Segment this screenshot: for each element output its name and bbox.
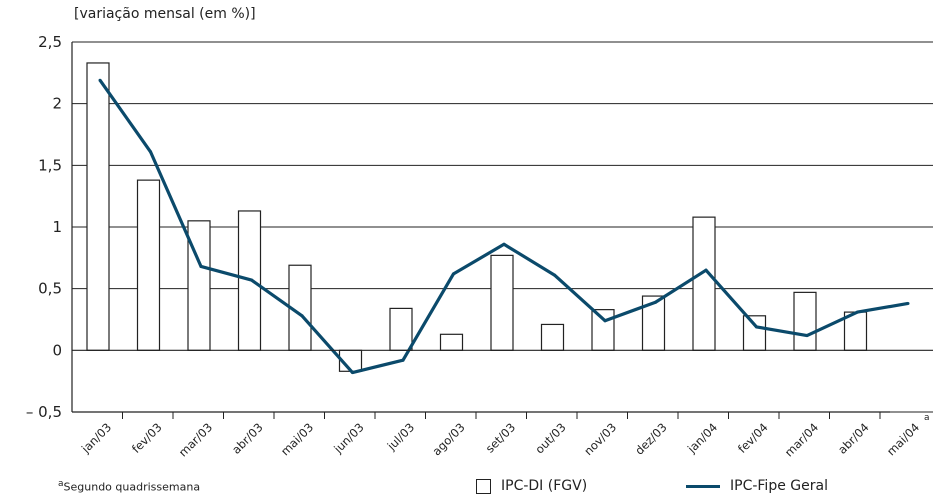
x-tick-labels: jan/03 fev/03 mar/03 abr/03 mai/03 jun/03 jul/…: [78, 413, 929, 459]
x-tick-mar/03: mar/03: [176, 420, 215, 459]
bar-out/03: [540, 323, 565, 351]
legend-swatch-bar: [476, 478, 491, 494]
x-tick-ago/03: ago/03: [430, 420, 468, 458]
y-tick-5: 0: [52, 341, 62, 359]
x-tick-abr/03: abr/03: [229, 420, 265, 456]
y-tick-3: 1: [52, 218, 62, 236]
x-tick-mai/04: mai/04: [884, 420, 922, 458]
x-tick-jun/03: jun/03: [330, 420, 366, 456]
bar-nov/03: [591, 309, 615, 351]
point-jul/03: [401, 358, 405, 362]
point-mar/04: [805, 334, 809, 338]
point-jun/03: [351, 371, 354, 375]
y-tick-0: 2,5: [38, 33, 62, 51]
y-tick-2: 1,5: [38, 156, 62, 174]
bar-ago/03: [439, 333, 464, 351]
bar-fev/03: [136, 179, 161, 351]
point-set/03: [502, 242, 506, 246]
y-tick-1: 2: [52, 95, 62, 113]
x-tick-set/03: set/03: [483, 420, 518, 455]
bar-jan/04: [692, 216, 716, 351]
point-mar/03: [199, 264, 203, 268]
x-tick-footnote-marker: a: [924, 413, 930, 423]
point-jan/04: [704, 268, 708, 272]
x-tick-out/03: out/03: [532, 420, 568, 456]
y-tick-labels: 2,5 2 1,5 1 0,5 0 – 0,5: [26, 33, 62, 421]
bar-jul/03: [389, 307, 413, 351]
point-ago/03: [452, 272, 455, 276]
x-tick-mai/03: mai/03: [278, 420, 316, 458]
legend-label-ipc-fipe: IPC-Fipe Geral: [730, 478, 828, 494]
point-fev/03: [149, 150, 152, 154]
legend-item-ipc-di: IPC-DI (FGV): [476, 478, 587, 494]
bar-set/03: [490, 254, 514, 351]
point-abr/04: [856, 310, 859, 314]
x-tick-abr/04: abr/04: [835, 420, 871, 456]
point-out/03: [553, 273, 556, 277]
y-axis-label: [variação mensal (em %)]: [74, 6, 256, 22]
x-tick-jan/04: jan/04: [684, 420, 720, 456]
x-tick-dez/03: dez/03: [632, 420, 669, 457]
x-tick-mar/04: mar/04: [782, 420, 821, 459]
x-tick-nov/03: nov/03: [581, 420, 619, 458]
x-tick-jul/03: jul/03: [384, 420, 417, 453]
footnote-text: Segundo quadrissemana: [63, 480, 201, 494]
y-tick-4: 0,5: [38, 280, 62, 298]
point-dez/03: [654, 300, 657, 304]
legend-item-ipc-fipe: IPC-Fipe Geral: [686, 478, 828, 494]
point-nov/03: [603, 319, 607, 323]
bars-ipc-di: [86, 62, 868, 372]
footnote: aSegundo quadrissemana: [58, 479, 200, 494]
x-tick-fev/04: fev/04: [735, 420, 771, 456]
bar-mar/03: [187, 220, 211, 351]
x-tick-jan/03: jan/03: [78, 420, 114, 456]
point-mai/03: [300, 314, 304, 318]
point-mai/04: [906, 301, 910, 305]
bar-mar/04: [793, 291, 817, 351]
point-abr/03: [250, 278, 253, 282]
point-fev/04: [755, 325, 758, 329]
bar-fev/04: [742, 315, 767, 351]
line-ipc-fipe: [98, 78, 910, 375]
y-tick-6: – 0,5: [26, 403, 62, 421]
footnote-marker: a: [58, 479, 64, 489]
axes: [71, 42, 933, 419]
x-tick-fev/03: fev/03: [129, 420, 165, 456]
point-jan/03: [98, 78, 102, 82]
legend-label-ipc-di: IPC-DI (FGV): [501, 478, 588, 494]
bar-jan/03: [86, 62, 110, 351]
legend-swatch-line: [686, 484, 720, 488]
